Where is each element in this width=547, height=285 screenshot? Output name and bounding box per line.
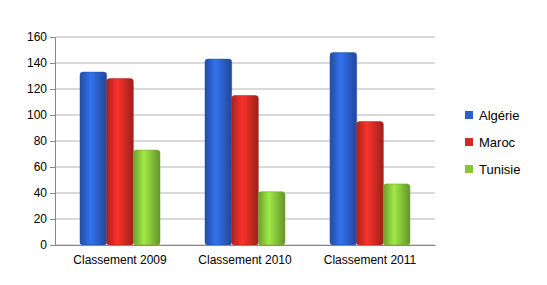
y-tick: 0 xyxy=(40,238,55,252)
x-axis: Classement 2009 Classement 2010 Classement… xyxy=(56,245,436,267)
y-tick-label: 160 xyxy=(27,30,47,44)
x-tick-label: Classement 2011 xyxy=(324,253,417,267)
y-tick: 100 xyxy=(27,108,55,122)
legend: Algérie Maroc Tunisie xyxy=(465,108,520,177)
y-tick-mark xyxy=(50,115,55,116)
y-tick: 80 xyxy=(34,134,55,148)
legend-item: Tunisie xyxy=(465,162,520,177)
legend-item: Maroc xyxy=(465,135,516,150)
y-axis: 0 20 40 60 80 100 120 140 160 xyxy=(27,30,56,252)
bar xyxy=(205,59,232,245)
y-tick: 160 xyxy=(27,30,55,44)
bar xyxy=(330,53,357,245)
x-axis-line xyxy=(56,245,436,246)
x-tick: Classement 2009 xyxy=(73,245,167,267)
bar xyxy=(232,96,259,246)
legend-label: Tunisie xyxy=(479,162,520,177)
legend-swatch xyxy=(465,138,473,146)
y-tick-mark xyxy=(50,89,55,90)
bar xyxy=(357,122,384,246)
y-tick-label: 80 xyxy=(34,134,48,148)
plot: 020406080100120140160Classement 2009Clas… xyxy=(27,30,436,266)
y-tick: 20 xyxy=(34,212,55,226)
bar xyxy=(80,72,107,245)
y-tick-label: 0 xyxy=(40,238,47,252)
legend-item: Algérie xyxy=(465,108,519,123)
y-tick-label: 100 xyxy=(27,108,47,122)
y-tick-label: 20 xyxy=(34,212,48,226)
y-axis-line xyxy=(50,38,56,246)
bar-series xyxy=(133,150,410,245)
y-tick-mark xyxy=(50,141,55,142)
y-tick-mark xyxy=(50,63,55,64)
grid-line xyxy=(55,63,435,64)
y-tick-mark xyxy=(50,193,55,194)
bar xyxy=(133,150,160,245)
legend-label: Maroc xyxy=(479,135,516,150)
grid xyxy=(55,37,435,245)
x-tick-label: Classement 2010 xyxy=(198,253,292,267)
y-tick-mark xyxy=(50,219,55,220)
y-tick-label: 60 xyxy=(34,160,48,174)
chart: 020406080100120140160Classement 2009Clas… xyxy=(0,0,547,285)
x-tick: Classement 2011 xyxy=(324,245,417,267)
bar xyxy=(383,184,410,245)
bar-series xyxy=(80,53,357,245)
bar xyxy=(107,79,134,245)
legend-swatch xyxy=(465,111,473,119)
legend-swatch xyxy=(465,165,473,173)
legend-label: Algérie xyxy=(479,108,519,123)
bar xyxy=(258,192,285,245)
y-tick-mark xyxy=(50,245,55,246)
y-tick: 40 xyxy=(34,186,55,200)
grid-line xyxy=(55,37,435,38)
y-tick-mark xyxy=(50,37,55,38)
x-tick-label: Classement 2009 xyxy=(73,253,167,267)
y-tick-label: 40 xyxy=(34,186,48,200)
y-tick: 120 xyxy=(27,82,55,96)
bars xyxy=(80,53,410,245)
y-tick-label: 140 xyxy=(27,56,47,70)
y-tick: 140 xyxy=(27,56,55,70)
y-tick-label: 120 xyxy=(27,82,47,96)
y-tick: 60 xyxy=(34,160,55,174)
bar-series xyxy=(107,79,384,245)
y-tick-mark xyxy=(50,167,55,168)
x-tick: Classement 2010 xyxy=(198,245,292,267)
